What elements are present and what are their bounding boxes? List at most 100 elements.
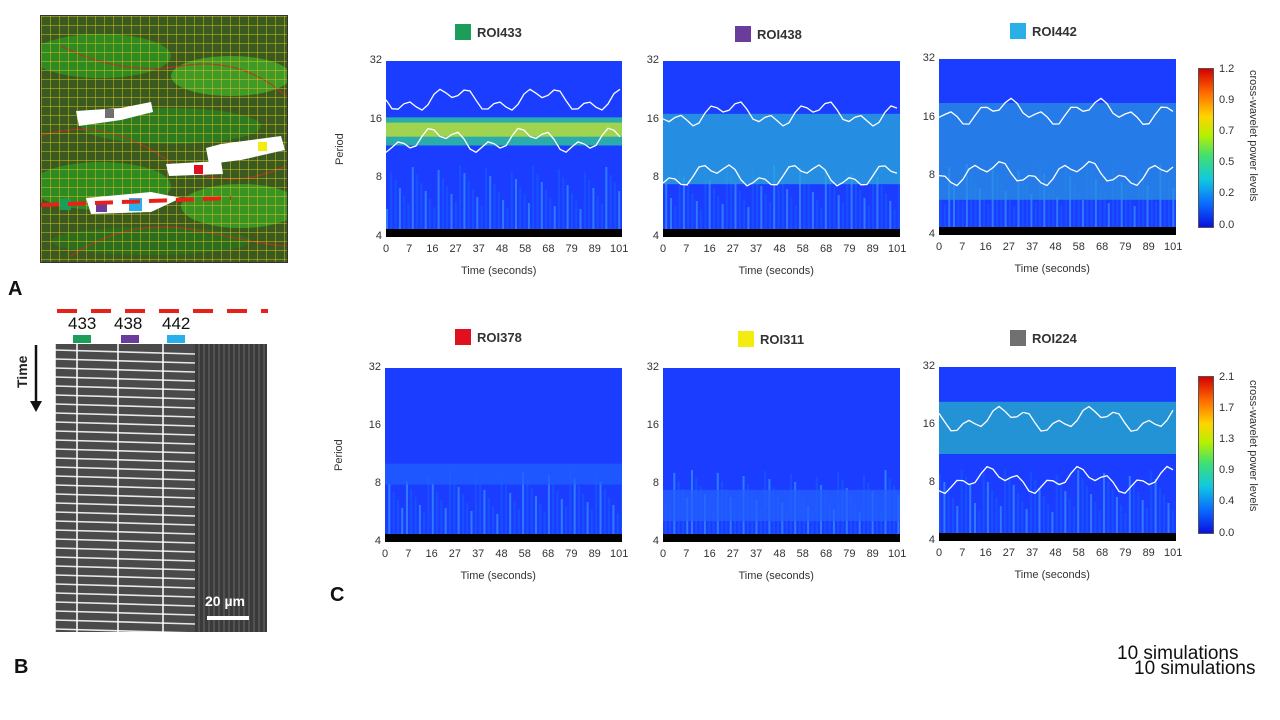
y-tick: 4 [374,535,381,547]
x-tick: 101 [1164,241,1183,253]
kymo-stripe [55,628,189,632]
kymo-stripe [55,538,196,544]
x-tick: 37 [750,548,763,560]
wavelet-heatmap [385,368,622,542]
x-tick: 16 [979,241,992,253]
y-tick: 8 [928,169,935,182]
kymo-stripe [55,439,196,445]
kymo-stripe [55,385,196,391]
x-tick: 16 [703,548,716,560]
x-tick: 16 [426,243,439,255]
x-tick: 58 [796,548,809,560]
x-tick: 89 [588,243,601,255]
x-tick: 0 [381,548,389,560]
kymo-swatch-433 [73,335,91,343]
y-tick: 4 [928,228,935,240]
cb2-tick: 1.7 [1219,402,1235,414]
kymo-stripe [55,592,196,598]
x-tick: 58 [518,548,531,560]
kymo-stripe [55,457,196,463]
kymo-stripe [55,601,196,607]
plot-title-text: ROI442 [1032,24,1077,39]
kymo-stripe [55,448,196,454]
plot-title: ROI433 [455,24,522,40]
y-tick: 16 [369,112,382,125]
panel-label-a: A [8,278,23,300]
x-axis-label: Time (seconds) [738,570,814,582]
kymo-stripe [55,466,196,472]
kymo-stripe [55,394,196,400]
x-tick: 7 [406,243,413,255]
x-tick: 48 [1049,547,1062,559]
time-arrow-icon [30,345,42,412]
y-tick: 32 [646,54,659,66]
x-tick: 37 [1026,241,1039,253]
kymo-stripe [55,367,196,373]
cb2-tick: 0.4 [1219,495,1235,507]
x-tick: 0 [659,243,667,255]
microscopy-image-panel [40,15,288,263]
kymo-roi-label-442: 442 [162,314,191,333]
wavelet-heatmap [939,367,1176,541]
y-tick: 32 [646,361,659,373]
y-axis-label: Period [333,439,345,471]
x-tick: 48 [773,243,786,255]
x-tick: 79 [843,243,856,255]
kymo-time-label: Time [14,355,30,388]
roi-swatch [738,331,754,347]
x-tick: 68 [819,243,833,255]
x-tick: 16 [425,548,438,560]
cb1-tick: 0.2 [1219,187,1235,199]
colorbar-bottom [1198,376,1214,534]
x-tick: 58 [1072,241,1085,253]
x-tick: 37 [472,243,485,255]
cb1-tick: 0.5 [1219,156,1235,168]
x-tick: 48 [773,548,786,560]
y-tick: 4 [652,230,659,242]
roi-swatch [455,24,471,40]
kymo-stripe [55,430,196,436]
plot-title-text: ROI224 [1032,331,1077,346]
x-tick: 7 [959,547,966,559]
x-tick: 79 [1119,241,1132,253]
colorbar-top-label: cross-wavelet power levels [1247,70,1259,202]
kymo-stripe [55,529,196,535]
x-tick: 37 [472,548,485,560]
roi-swatch [735,26,751,42]
panel-label-c: C [330,584,345,606]
x-tick: 89 [866,548,879,560]
x-tick: 89 [1142,547,1155,559]
kymo-stripe [55,583,196,589]
kymo-stripe [55,412,196,418]
cb2-tick: 0.9 [1219,464,1235,476]
x-tick: 101 [610,548,629,560]
heatmap-texture [386,88,622,237]
kymo-stripe [55,547,196,553]
cb1-tick: 0.9 [1219,94,1235,106]
y-tick: 32 [369,54,382,66]
heatmap-texture [385,463,622,542]
kymograph-dashed-line [57,309,268,313]
x-tick: 27 [726,243,740,255]
kymo-roi-label-433: 433 [68,314,97,333]
x-tick: 7 [959,241,966,253]
plot-title: ROI442 [1010,23,1077,39]
x-axis-label: Time (seconds) [1014,263,1090,275]
y-tick: 4 [652,535,659,547]
y-tick: 32 [922,52,935,64]
kymo-stripe [55,610,196,616]
x-tick: 68 [1095,547,1109,559]
x-tick: 37 [750,243,763,255]
x-tick: 79 [565,548,578,560]
x-tick: 27 [1002,547,1016,559]
plot-title: ROI224 [1010,330,1077,346]
kymo-swatch-438 [121,335,139,343]
x-tick: 37 [1026,547,1039,559]
plot-title-text: ROI378 [477,330,522,345]
colorbar-top [1198,68,1214,228]
wavelet-heatmap [939,59,1176,235]
y-tick: 32 [922,360,935,372]
x-tick: 48 [495,243,509,255]
heatmap-texture [663,470,900,542]
x-tick: 101 [888,548,907,560]
